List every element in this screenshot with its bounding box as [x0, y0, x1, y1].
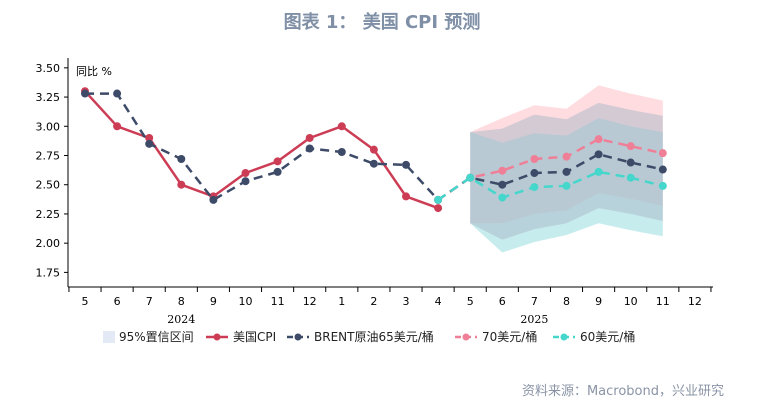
x-tick-label: 3 — [403, 295, 410, 308]
x-tick-label: 6 — [114, 295, 121, 308]
data-point — [402, 192, 410, 201]
y-tick-label: 3.00 — [36, 120, 61, 133]
data-point — [562, 181, 571, 190]
data-point — [562, 152, 571, 161]
data-point — [498, 193, 507, 202]
legend-label: 95%置信区间 — [119, 330, 194, 344]
data-point — [498, 180, 507, 189]
x-tick-label: 6 — [499, 295, 506, 308]
data-point — [369, 145, 378, 154]
data-point — [241, 169, 250, 178]
data-point — [273, 157, 282, 166]
x-tick-label: 11 — [656, 295, 670, 308]
data-point — [594, 135, 603, 144]
data-point — [177, 155, 186, 164]
y-tick-label: 2.50 — [36, 179, 61, 192]
data-point — [594, 167, 603, 176]
data-point — [498, 166, 507, 175]
legend-swatch-marker — [462, 333, 470, 341]
data-point — [81, 89, 89, 98]
data-point — [305, 133, 314, 142]
data-point — [337, 122, 346, 131]
y-tick-label: 1.75 — [36, 266, 61, 279]
data-point — [209, 195, 218, 204]
data-point — [145, 139, 154, 148]
x-tick-label: 7 — [146, 295, 153, 308]
data-point — [594, 150, 603, 159]
x-tick-label: 9 — [595, 295, 602, 308]
data-point — [530, 169, 539, 178]
legend-label: 美国CPI — [233, 330, 276, 344]
data-point — [562, 167, 571, 176]
x-tick-label: 11 — [271, 295, 285, 308]
x-tick-label: 7 — [531, 295, 538, 308]
legend-label: BRENT原油65美元/桶 — [314, 329, 434, 344]
data-point — [337, 148, 346, 156]
x-tick-label: 12 — [303, 295, 317, 308]
data-point — [434, 195, 443, 204]
series-line-4 — [437, 170, 664, 201]
x-tick-label: 5 — [467, 295, 474, 308]
year-label: 2024 — [167, 313, 195, 326]
series-lines — [81, 87, 667, 213]
x-tick-label: 4 — [435, 295, 442, 308]
data-point — [658, 165, 667, 174]
y-tick-label: 3.25 — [36, 91, 61, 104]
chart-title: 图表 1： 美国 CPI 预测 — [283, 12, 481, 33]
data-point — [273, 167, 282, 176]
data-point — [241, 177, 250, 186]
data-point — [626, 142, 635, 151]
x-tick-label: 1 — [338, 295, 345, 308]
data-point — [305, 144, 314, 153]
y-tick-label: 2.75 — [36, 150, 61, 163]
x-tick-label: 8 — [178, 295, 185, 308]
legend-label: 60美元/桶 — [580, 329, 635, 344]
data-point — [658, 149, 667, 158]
data-point — [113, 89, 122, 98]
data-point — [530, 155, 539, 164]
data-point — [145, 133, 154, 142]
data-point — [626, 173, 635, 182]
data-point — [466, 173, 475, 182]
axes: 1.75 2.00 2.25 2.50 2.75 3.00 3.25 3.50 同比 % 5 6 7 8… — [36, 58, 713, 326]
series-line-1 — [84, 90, 439, 210]
x-tick-label: 10 — [239, 295, 253, 308]
legend-swatch-marker — [560, 333, 568, 341]
legend: 95%置信区间 美国CPI BRENT原油65美元/桶 70美元/桶 60美元/桶 — [103, 329, 635, 344]
data-point — [177, 180, 186, 189]
legend-swatch-marker — [294, 333, 302, 341]
y-tick-label: 3.50 — [36, 62, 61, 75]
y-unit-label: 同比 % — [76, 65, 112, 78]
x-tick-label: 5 — [82, 295, 89, 308]
data-point — [434, 204, 443, 213]
data-point — [626, 158, 635, 167]
series-line-3 — [437, 137, 664, 201]
data-point — [369, 159, 378, 168]
x-tick-label: 2 — [370, 295, 377, 308]
year-label: 2025 — [520, 313, 548, 326]
data-point — [113, 122, 122, 131]
x-tick-label: 12 — [688, 295, 702, 308]
x-tick-label: 10 — [624, 295, 638, 308]
x-tick-label: 8 — [563, 295, 570, 308]
data-point — [658, 181, 667, 190]
data-point — [402, 160, 410, 169]
y-tick-label: 2.25 — [36, 208, 61, 221]
source-note: 资料来源：Macrobond，兴业研究 — [521, 384, 724, 399]
x-tick-label: 9 — [210, 295, 217, 308]
legend-label: 70美元/桶 — [482, 329, 537, 344]
legend-swatch-band — [103, 331, 115, 343]
y-tick-label: 2.00 — [36, 237, 61, 250]
data-point — [530, 183, 539, 192]
legend-swatch-marker — [213, 333, 221, 341]
